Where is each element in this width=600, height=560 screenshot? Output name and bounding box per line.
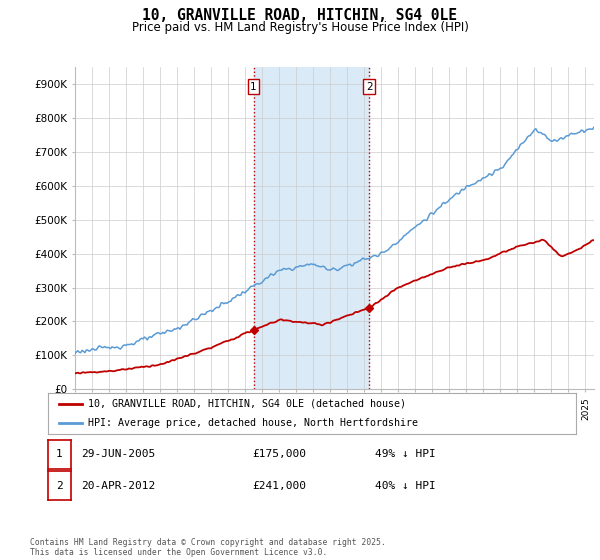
Text: Contains HM Land Registry data © Crown copyright and database right 2025.
This d: Contains HM Land Registry data © Crown c… [30,538,386,557]
Text: HPI: Average price, detached house, North Hertfordshire: HPI: Average price, detached house, Nort… [88,418,418,428]
Text: 10, GRANVILLE ROAD, HITCHIN, SG4 0LE (detached house): 10, GRANVILLE ROAD, HITCHIN, SG4 0LE (de… [88,399,406,409]
Text: 1: 1 [56,449,63,459]
Text: 20-APR-2012: 20-APR-2012 [81,480,155,491]
Bar [254,67,370,389]
Text: 2: 2 [56,480,63,491]
Text: Price paid vs. HM Land Registry's House Price Index (HPI): Price paid vs. HM Land Registry's House … [131,21,469,34]
Text: 1: 1 [250,82,257,92]
Text: 10, GRANVILLE ROAD, HITCHIN, SG4 0LE: 10, GRANVILLE ROAD, HITCHIN, SG4 0LE [143,8,458,24]
Text: 49% ↓ HPI: 49% ↓ HPI [375,449,436,459]
Text: £175,000: £175,000 [252,449,306,459]
Text: £241,000: £241,000 [252,480,306,491]
Text: 29-JUN-2005: 29-JUN-2005 [81,449,155,459]
Text: 40% ↓ HPI: 40% ↓ HPI [375,480,436,491]
Text: 2: 2 [366,82,373,92]
